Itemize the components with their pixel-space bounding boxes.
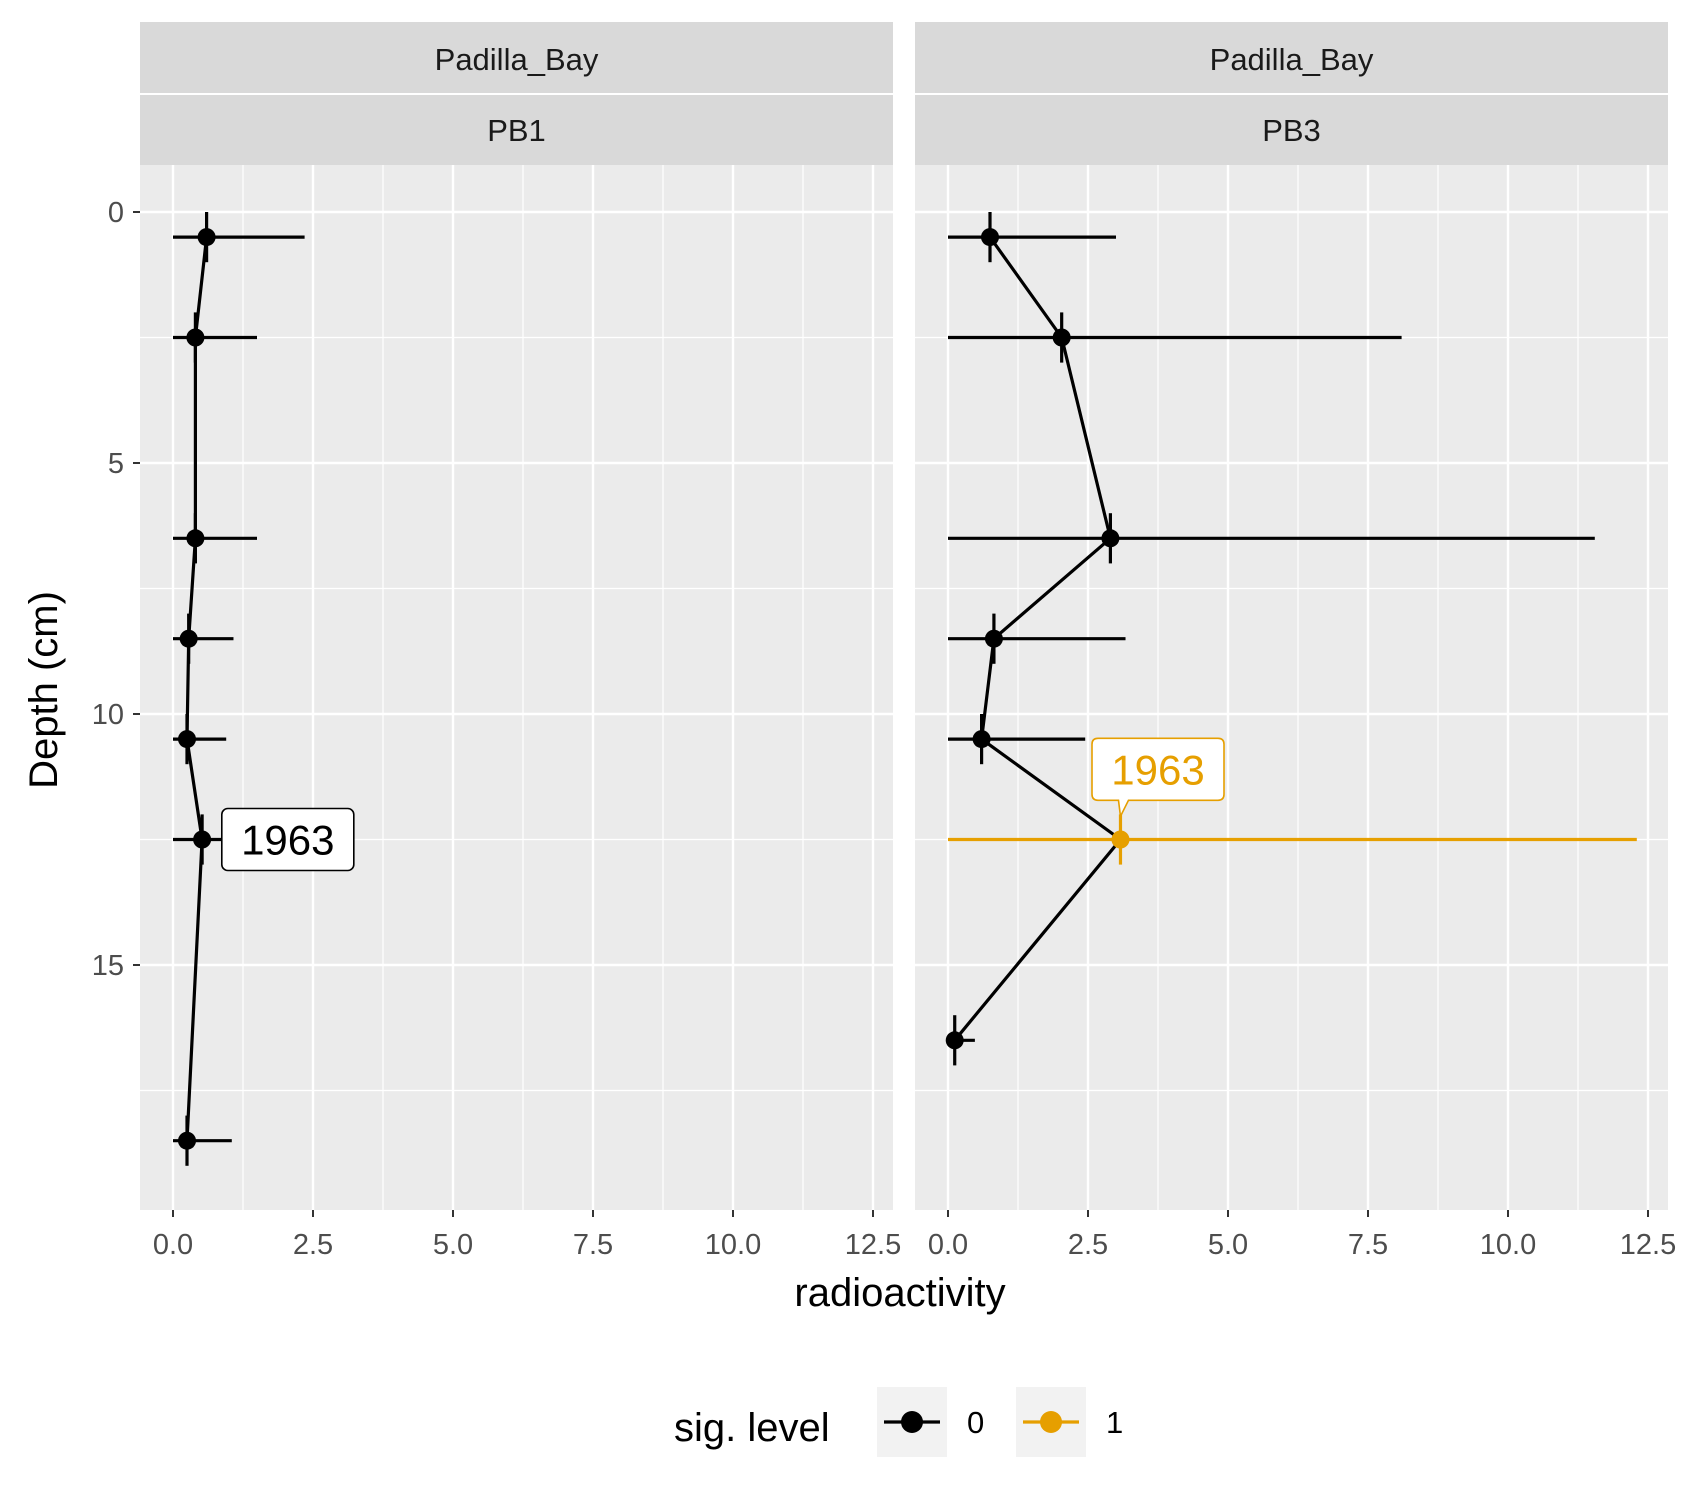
panel-background xyxy=(140,165,893,1210)
strip-top-label: Padilla_Bay xyxy=(435,42,599,77)
legend-entry-0: 0 xyxy=(877,1387,984,1457)
data-point xyxy=(186,529,205,548)
data-point xyxy=(972,730,991,749)
data-point xyxy=(178,730,196,749)
year-label: 1963 xyxy=(221,807,355,872)
y-axis-title: Depth (cm) xyxy=(22,591,66,789)
y-axis: 0 5 10 15 xyxy=(92,197,140,982)
y-tick-label: 10 xyxy=(92,699,124,731)
y-tick-label: 0 xyxy=(108,197,124,229)
data-point xyxy=(197,228,216,247)
strip-bottom-label: PB3 xyxy=(1262,113,1321,148)
x-tick-label: 5.0 xyxy=(433,1229,473,1261)
x-tick-label: 7.5 xyxy=(1348,1229,1388,1261)
x-tick-label: 12.5 xyxy=(1620,1229,1676,1261)
strip-top xyxy=(140,22,893,94)
year-label-text: 1963 xyxy=(1111,746,1204,793)
legend-key-point xyxy=(1040,1411,1062,1433)
panel-background xyxy=(915,165,1668,1210)
data-point xyxy=(193,830,212,849)
legend: sig. level 0 1 xyxy=(674,1387,1123,1457)
year-label-box xyxy=(1091,737,1225,820)
x-axis-title: radioactivity xyxy=(794,1271,1005,1315)
x-tick-label: 7.5 xyxy=(573,1229,613,1261)
panel-pb3: Padilla_Bay PB3 0.0 2.5 5.0 7.5 10.0 12.5 1963 xyxy=(915,22,1676,1261)
strip-bottom xyxy=(140,94,893,165)
x-tick-label: 12.5 xyxy=(845,1229,901,1261)
year-label-box xyxy=(221,807,355,872)
data-point xyxy=(945,1031,964,1050)
legend-label: 1 xyxy=(1106,1405,1123,1440)
strip-top xyxy=(915,22,1668,94)
x-tick-label: 0.0 xyxy=(928,1229,968,1261)
x-tick-label: 5.0 xyxy=(1208,1229,1248,1261)
legend-label: 0 xyxy=(967,1405,984,1440)
data-point xyxy=(186,328,205,347)
strip-top-label: Padilla_Bay xyxy=(1210,42,1374,77)
data-point xyxy=(1101,529,1120,548)
strip-bottom-label: PB1 xyxy=(487,113,546,148)
strip-bottom xyxy=(915,94,1668,165)
x-tick-label: 10.0 xyxy=(705,1229,761,1261)
data-point xyxy=(981,228,999,247)
y-tick-label: 15 xyxy=(92,950,124,982)
year-label: 1963 xyxy=(1091,737,1225,820)
data-point xyxy=(1052,328,1071,347)
legend-title: sig. level xyxy=(674,1406,830,1450)
x-tick-label: 10.0 xyxy=(1480,1229,1536,1261)
panel-pb1: Padilla_Bay PB1 0.0 2.5 5.0 7.5 10.0 12.5 1963 xyxy=(140,22,901,1261)
data-point xyxy=(179,629,198,648)
x-tick-label: 0.0 xyxy=(153,1229,193,1261)
y-tick-label: 5 xyxy=(108,448,124,480)
year-label-text: 1963 xyxy=(241,817,334,864)
x-tick-label: 2.5 xyxy=(293,1229,333,1261)
legend-key-point xyxy=(901,1411,923,1433)
data-point xyxy=(984,629,1003,648)
x-tick-label: 2.5 xyxy=(1068,1229,1108,1261)
legend-entry-1: 1 xyxy=(1016,1387,1123,1457)
data-point xyxy=(178,1131,196,1150)
data-point xyxy=(1111,830,1130,849)
